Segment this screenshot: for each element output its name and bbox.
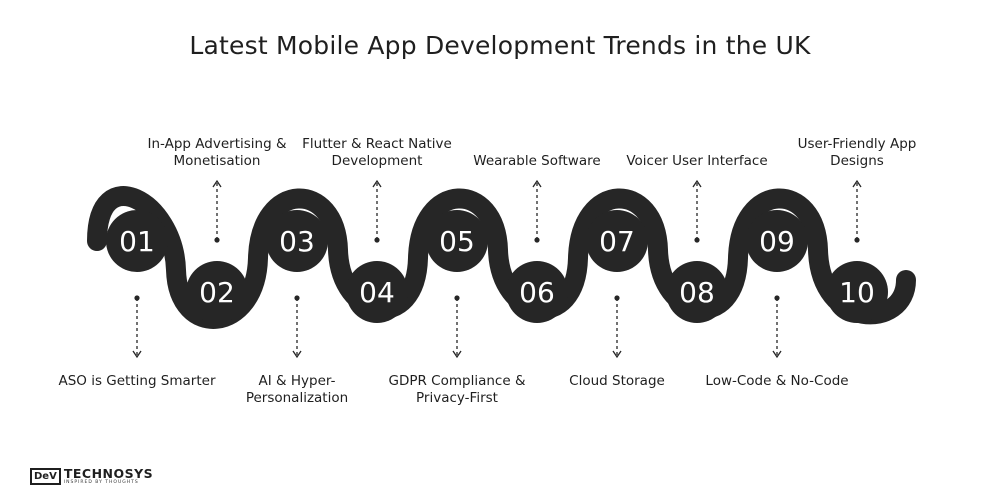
step-label-text: Flutter & React Native Development (302, 136, 452, 169)
step-label-10: User-Friendly App Designs (777, 126, 937, 170)
step-label-03: AI & Hyper-Personalization (217, 373, 377, 407)
page-title: Latest Mobile App Development Trends in … (189, 31, 811, 60)
step-label-text: Wearable Software (473, 153, 601, 169)
step-label-05: GDPR Compliance & Privacy-First (377, 373, 537, 407)
step-circle-04 (346, 261, 408, 323)
step-circle-01 (106, 210, 168, 272)
connector-dot-06 (534, 237, 540, 243)
step-label-text: Cloud Storage (569, 373, 665, 389)
step-number-08: 08 (679, 276, 715, 309)
connector-dot-08 (694, 237, 700, 243)
step-label-06: Wearable Software (457, 126, 617, 170)
connector-arrow-03 (292, 350, 302, 359)
step-label-04: Flutter & React Native Development (297, 126, 457, 170)
step-number-07: 07 (599, 225, 635, 258)
step-label-01: ASO is Getting Smarter (57, 373, 217, 390)
connector-arrow-07 (612, 350, 622, 359)
step-label-02: In-App Advertising & Monetisation (137, 126, 297, 170)
connector-dot-07 (614, 295, 620, 301)
connector-arrow-08 (692, 179, 702, 188)
step-number-10: 10 (839, 276, 875, 309)
connector-dot-05 (454, 295, 460, 301)
step-label-text: User-Friendly App Designs (797, 136, 917, 169)
step-label-text: Low-Code & No-Code (705, 373, 849, 389)
step-number-05: 05 (439, 225, 475, 258)
step-label-08: Voicer User Interface (617, 126, 777, 170)
step-circle-08 (666, 261, 728, 323)
connector-arrow-06 (532, 179, 542, 188)
step-label-text: GDPR Compliance & Privacy-First (388, 373, 526, 406)
step-circle-06 (506, 261, 568, 323)
step-label-text: Voicer User Interface (626, 153, 768, 169)
step-circle-03 (266, 210, 328, 272)
connector-arrow-01 (132, 350, 142, 359)
connector-arrow-04 (372, 179, 382, 188)
brand-logo: DeV TECHNOSYS INSPIRED BY THOUGHTS (30, 467, 153, 486)
step-label-07: Cloud Storage (537, 373, 697, 390)
step-number-03: 03 (279, 225, 315, 258)
step-circle-10 (826, 261, 888, 323)
step-circle-05 (426, 210, 488, 272)
step-number-06: 06 (519, 276, 555, 309)
connector-dot-01 (134, 295, 140, 301)
connector-arrow-09 (772, 350, 782, 359)
logo-tagline: INSPIRED BY THOUGHTS (63, 480, 139, 485)
step-circle-07 (586, 210, 648, 272)
step-number-02: 02 (199, 276, 235, 309)
connector-dot-02 (214, 237, 220, 243)
step-label-09: Low-Code & No-Code (697, 373, 857, 390)
step-label-text: ASO is Getting Smarter (58, 373, 216, 389)
connector-arrow-10 (852, 179, 862, 188)
step-label-text: In-App Advertising & Monetisation (147, 136, 287, 169)
step-number-04: 04 (359, 276, 395, 309)
connector-arrow-02 (212, 179, 222, 188)
logo-name: TECHNOSYS (63, 466, 154, 481)
connector-dot-10 (854, 237, 860, 243)
step-circle-02 (186, 261, 248, 323)
step-circle-09 (746, 210, 808, 272)
logo-mark: DeV (30, 468, 61, 485)
step-number-01: 01 (119, 225, 155, 258)
connector-dot-09 (774, 295, 780, 301)
step-number-09: 09 (759, 225, 795, 258)
connector-dot-04 (374, 237, 380, 243)
step-label-text: AI & Hyper-Personalization (245, 373, 349, 406)
connector-dot-03 (294, 295, 300, 301)
connector-arrow-05 (452, 350, 462, 359)
